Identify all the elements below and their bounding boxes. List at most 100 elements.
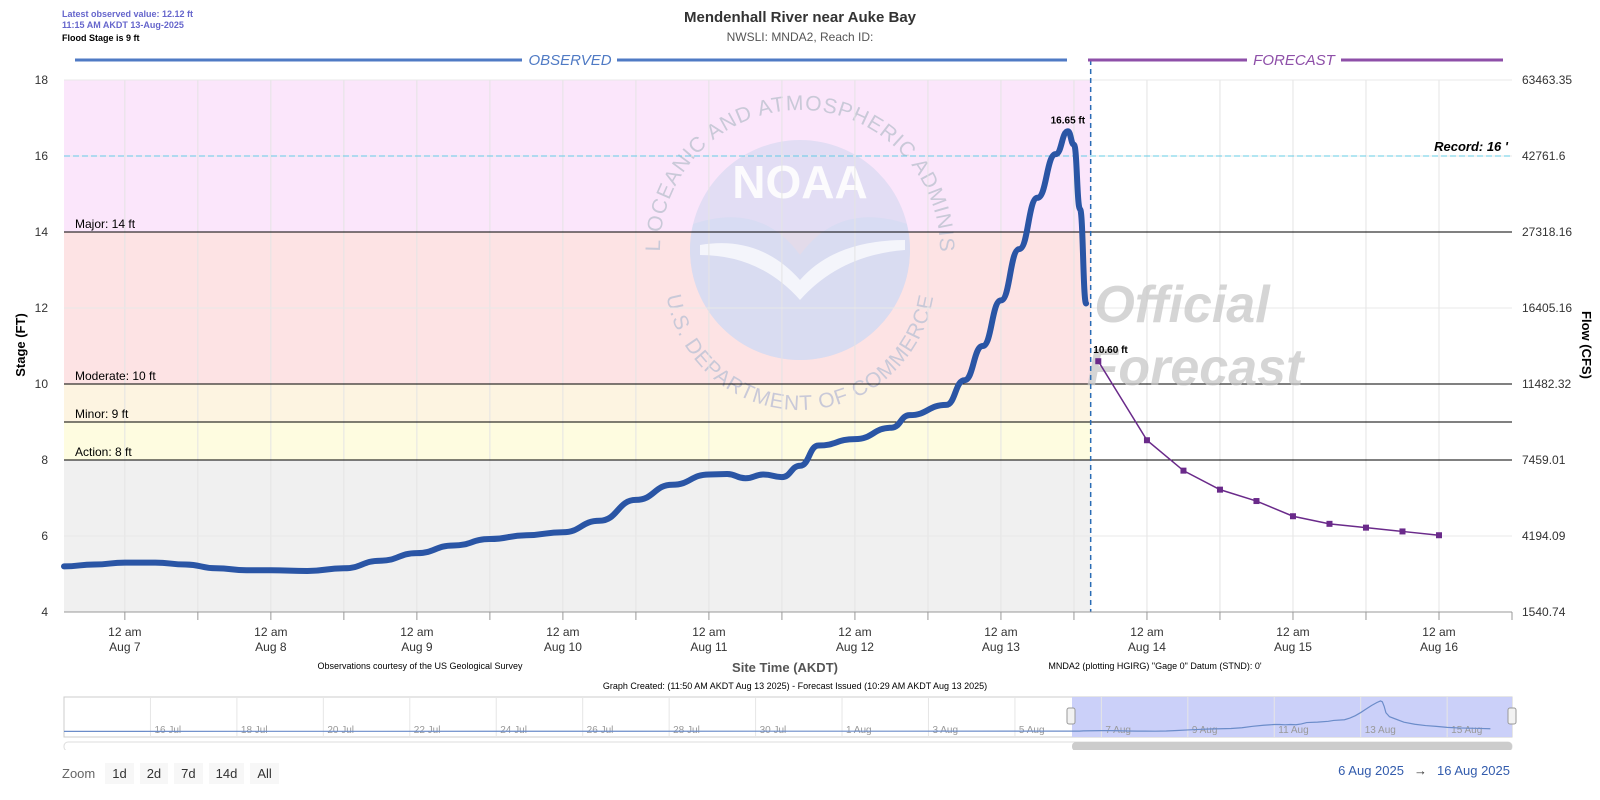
forecast-point [1095, 358, 1102, 365]
navigator-left-handle[interactable] [1066, 707, 1076, 725]
observed-point [1065, 128, 1071, 134]
observed-point [61, 563, 67, 570]
x-tick-label: 12 am [692, 625, 725, 639]
threshold-label: Minor: 9 ft [75, 407, 129, 421]
y-tick-label: 12 [35, 301, 49, 315]
forecast-point [1362, 524, 1369, 531]
y2-tick-label: 4194.09 [1522, 529, 1566, 543]
range-arrow: → [1413, 763, 1427, 778]
x-tick-date-label: Aug 14 [1128, 640, 1166, 654]
navigator-label: 22 Jul [414, 725, 441, 736]
x-tick-label: 12 am [400, 625, 433, 639]
observed-point [183, 561, 189, 568]
peak-value-label: 16.65 ft [1051, 115, 1086, 126]
navigator-label: 5 Aug [1019, 725, 1045, 736]
flood-stage-label: Flood Stage is 9 ft [62, 33, 140, 43]
range-to[interactable]: 16 Aug 2025 [1436, 763, 1510, 778]
forecast-point [1435, 532, 1442, 539]
observed-point [797, 463, 803, 469]
x-tick-date-label: Aug 13 [982, 640, 1020, 654]
zoom-2d-button[interactable]: 2d [139, 763, 169, 784]
y-tick-label: 18 [35, 73, 49, 87]
observed-point [761, 471, 767, 478]
navigator-label: 30 Jul [760, 725, 787, 736]
flood-band [64, 422, 1091, 460]
observed-point [706, 471, 712, 478]
y-tick-label: 14 [35, 225, 49, 239]
observed-point [1053, 151, 1059, 157]
forecast-first-label: 10.60 ft [1093, 345, 1128, 356]
navigator-right-handle[interactable] [1507, 707, 1517, 725]
latest-observed-label: Latest observed value: 12.12 ft [62, 9, 194, 19]
forecast-point [1180, 467, 1187, 474]
y2-tick-label: 7459.01 [1522, 453, 1566, 467]
threshold-label: Moderate: 10 ft [75, 369, 156, 383]
observed-point [943, 402, 949, 408]
observed-point [596, 518, 602, 524]
observed-point [742, 475, 749, 481]
date-range: 6 Aug 2025 → 16 Aug 2025 [1338, 763, 1510, 778]
forecast-point [1216, 486, 1223, 493]
datum-note: MNDA2 (plotting HGIRG) "Gage 0" Datum (S… [1048, 661, 1261, 671]
navigator-label: 15 Aug [1451, 725, 1482, 736]
official-forecast-stamp-line1: Official [1094, 276, 1271, 334]
x-tick-label: 12 am [1130, 625, 1163, 639]
navigator[interactable]: 16 Jul 18 Jul 20 Jul 22 Jul 24 Jul 26 Jul 28 J… [63, 696, 1517, 750]
observed-point [1016, 246, 1022, 252]
noaa-watermark-text: NOAA [732, 156, 867, 208]
y2-axis-label: Flow (CFS) [1579, 311, 1594, 379]
observations-credit: Observations courtesy of the US Geologic… [317, 661, 523, 671]
navigator-label: 24 Jul [500, 725, 527, 736]
x-tick-date-label: Aug 7 [109, 640, 141, 654]
x-tick-date-label: Aug 11 [690, 640, 727, 654]
navigator-label: 18 Jul [241, 725, 268, 736]
observed-point [779, 474, 785, 480]
official-forecast-stamp-line2: Forecast [1087, 339, 1306, 397]
x-tick-label: 12 am [546, 625, 579, 639]
observed-point [998, 297, 1004, 303]
observed-point [888, 425, 895, 431]
y-tick-label: 10 [35, 377, 49, 391]
forecast-point [1253, 498, 1260, 505]
zoom-14d-button[interactable]: 14d [208, 763, 245, 784]
x-tick-label: 12 am [254, 625, 287, 639]
navigator-label: 3 Aug [932, 725, 958, 736]
observed-time-label: 11:15 AM AKDT 13-Aug-2025 [62, 20, 184, 30]
y2-tick-label: 16405.16 [1522, 301, 1572, 315]
x-tick-date-label: Aug 9 [401, 640, 433, 654]
y2-tick-label: 1540.74 [1522, 605, 1566, 619]
navigator-label: 20 Jul [327, 725, 354, 736]
graph-created-note: Graph Created: (11:50 AM AKDT Aug 13 202… [603, 681, 987, 691]
observed-point [523, 532, 529, 538]
chart-subtitle: NWSLI: MNDA2, Reach ID: [727, 30, 874, 44]
scrollbar-thumb[interactable] [1072, 742, 1512, 750]
zoom-all-button[interactable]: All [250, 763, 279, 784]
observed-point [560, 529, 566, 535]
forecast-point [1143, 437, 1150, 444]
forecast-section-label: FORECAST [1253, 52, 1337, 69]
navigator-label: 11 Aug [1278, 725, 1308, 736]
range-from[interactable]: 6 Aug 2025 [1338, 763, 1404, 778]
observed-point [961, 377, 968, 383]
hydrograph-chart: NOAA NATIONAL OCEANIC AND ATMOSPHERIC AD… [0, 0, 1594, 750]
observed-point [213, 565, 219, 571]
forecast-point [1289, 513, 1296, 520]
forecast-point [1326, 520, 1333, 527]
zoom-7d-button[interactable]: 7d [174, 763, 203, 784]
x-tick-date-label: Aug 15 [1274, 640, 1312, 654]
observed-point [815, 442, 822, 449]
observed-point [341, 565, 347, 571]
navigator-selection[interactable] [1072, 697, 1512, 737]
zoom-1d-button[interactable]: 1d [105, 763, 134, 784]
x-tick-label: 12 am [984, 625, 1017, 639]
threshold-label: Major: 14 ft [75, 217, 136, 231]
x-tick-label: 12 am [838, 625, 871, 639]
x-tick-date-label: Aug 16 [1420, 640, 1458, 654]
navigator-label: 26 Jul [587, 725, 614, 736]
navigator-series-line [63, 700, 1491, 732]
observed-point [304, 568, 310, 574]
threshold-label: Action: 8 ft [75, 445, 132, 459]
observed-point [152, 560, 158, 566]
y-tick-label: 16 [35, 149, 49, 163]
y-tick-label: 8 [41, 453, 48, 467]
